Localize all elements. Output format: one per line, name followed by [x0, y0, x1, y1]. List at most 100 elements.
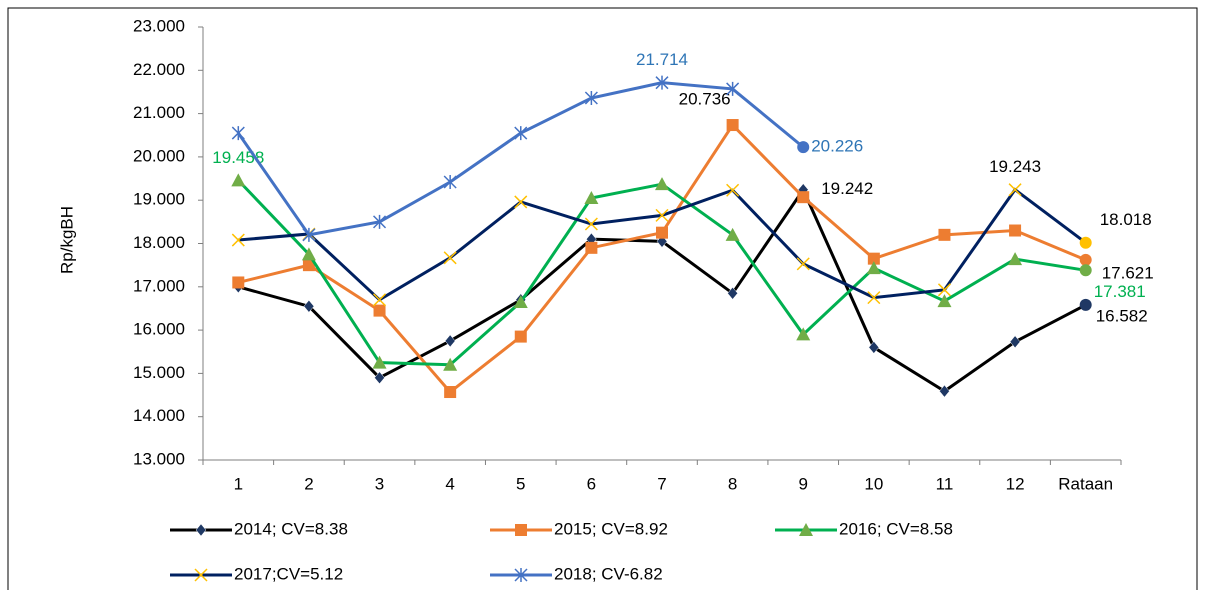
data-point [514, 195, 528, 209]
x-tick-label: 10 [864, 474, 883, 493]
data-point [1008, 183, 1022, 197]
y-tick-label: 13.000 [133, 449, 185, 468]
data-point [231, 173, 246, 187]
data-point [443, 251, 457, 265]
legend-label: 2017;CV=5.12 [234, 564, 343, 583]
y-axis-label: Rp/kgBH [57, 206, 76, 274]
data-point [584, 191, 599, 205]
data-point [655, 75, 669, 90]
x-tick-label: 4 [445, 474, 454, 493]
data-point [584, 217, 598, 231]
x-tick-label: 2 [304, 474, 313, 493]
data-point [656, 226, 668, 239]
data-point [443, 175, 457, 190]
data-point [797, 191, 810, 204]
data-point [373, 214, 387, 229]
x-tick-label: Rataan [1058, 474, 1113, 493]
data-point [443, 357, 458, 371]
legend-marker [194, 568, 208, 582]
data-point [1079, 264, 1092, 277]
legend-marker [799, 523, 813, 536]
data-point [937, 283, 951, 297]
data-point [302, 227, 316, 242]
data-point [726, 183, 740, 197]
data-point [727, 286, 738, 300]
x-tick-label: 7 [657, 474, 666, 493]
data-point [372, 355, 387, 369]
data-point [302, 259, 315, 272]
data-point [866, 261, 881, 275]
data-point [867, 252, 880, 265]
data-point [303, 299, 315, 313]
x-tick-label: 3 [375, 474, 384, 493]
data-point [231, 233, 245, 247]
data-point [796, 257, 810, 271]
data-point [444, 386, 457, 399]
data-label: 20.736 [679, 90, 731, 109]
data-point [514, 126, 528, 141]
legend-marker [514, 568, 528, 582]
data-point [301, 247, 316, 261]
data-point [939, 384, 950, 398]
x-tick-label: 8 [728, 474, 737, 493]
data-point [1009, 224, 1022, 237]
data-point [655, 208, 669, 222]
y-tick-label: 17.000 [133, 276, 185, 295]
x-tick-label: 11 [936, 474, 954, 493]
data-point [655, 177, 669, 191]
data-point [232, 276, 245, 289]
y-tick-label: 19.000 [133, 190, 185, 209]
x-tick-label: 1 [234, 474, 243, 493]
x-tick-label: 6 [587, 474, 596, 493]
x-tick-label: 5 [516, 474, 525, 493]
data-point [725, 227, 740, 241]
data-point [726, 119, 739, 132]
y-tick-label: 16.000 [133, 320, 185, 339]
legend-label: 2016; CV=8.58 [839, 519, 953, 538]
data-point [796, 327, 811, 341]
y-tick-label: 14.000 [133, 406, 185, 425]
legend-marker [515, 524, 527, 536]
data-point [231, 126, 245, 141]
data-label: 19.243 [989, 157, 1041, 176]
x-tick-label: 12 [1006, 474, 1025, 493]
legend-label: 2015; CV=8.92 [554, 519, 668, 538]
x-tick-label: 9 [798, 474, 807, 493]
data-label: 21.714 [636, 50, 688, 69]
data-point [938, 228, 951, 241]
data-point [1079, 253, 1092, 266]
data-point [797, 141, 810, 154]
data-point [584, 91, 598, 106]
data-label: 16.582 [1096, 306, 1148, 325]
y-tick-label: 20.000 [133, 146, 185, 165]
data-point [444, 334, 456, 348]
data-point [1008, 252, 1023, 266]
data-point [937, 294, 952, 308]
frame [7, 7, 1198, 590]
y-tick-label: 15.000 [133, 363, 185, 382]
data-label: 17.381 [1094, 282, 1146, 301]
data-point [585, 241, 598, 254]
data-label: 20.226 [811, 137, 863, 156]
y-tick-label: 22.000 [133, 60, 185, 79]
y-tick-label: 23.000 [133, 16, 185, 35]
data-point [373, 304, 386, 317]
data-point [867, 291, 881, 305]
data-point [373, 293, 387, 307]
data-point [1079, 236, 1092, 249]
data-point [374, 371, 385, 385]
y-tick-label: 21.000 [133, 103, 185, 122]
legend-marker [195, 523, 207, 537]
data-label: 18.018 [1100, 210, 1152, 229]
legend-label: 2018; CV-6.82 [554, 564, 663, 583]
data-point [514, 330, 527, 343]
data-point [1009, 335, 1021, 349]
data-point [1079, 298, 1092, 311]
y-tick-label: 18.000 [133, 233, 185, 252]
data-label: 19.242 [821, 179, 873, 198]
data-label: 17.621 [1102, 263, 1154, 282]
data-point [513, 294, 528, 308]
data-point [868, 341, 880, 354]
